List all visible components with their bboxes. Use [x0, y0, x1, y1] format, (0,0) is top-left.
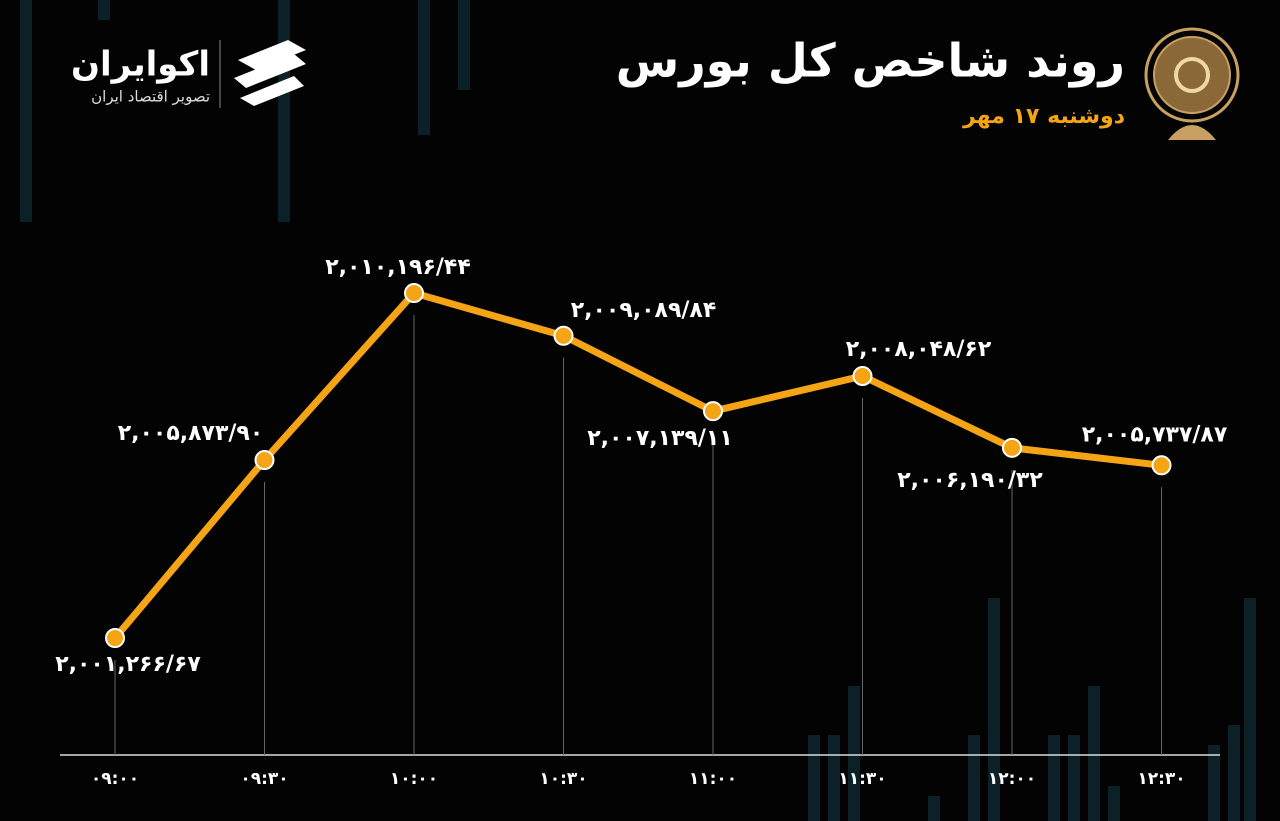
chart-subtitle: دوشنبه ۱۷ مهر — [962, 104, 1125, 129]
x-tick-label: ۱۰:۰۰ — [390, 769, 438, 789]
x-tick-label: ۱۲:۰۰ — [988, 769, 1036, 789]
value-label: ۲,۰۰۱,۲۶۶/۶۷ — [55, 652, 201, 677]
point — [105, 628, 125, 649]
brand-name: اکوایران — [71, 45, 210, 85]
x-tick-label: ۱۲:۳۰ — [1137, 769, 1185, 789]
point — [1002, 437, 1022, 458]
background-decoration — [20, 0, 1256, 821]
x-tick-label: ۰۹:۰۰ — [91, 769, 139, 789]
value-label: ۲,۰۱۰,۱۹۶/۴۴ — [325, 255, 471, 280]
value-label: ۲,۰۰۶,۱۹۰/۳۲ — [897, 468, 1043, 493]
value-label: ۲,۰۰۷,۱۳۹/۱۱ — [587, 426, 733, 451]
exchange-emblem — [1144, 27, 1240, 140]
point — [254, 450, 275, 471]
value-label: ۲,۰۰۵,۷۳۷/۸۷ — [1082, 422, 1228, 447]
brand-logo: اکوایران تصویر اقتصاد ایران — [71, 40, 306, 108]
point — [553, 325, 574, 346]
chart-title: روند شاخص کل بورس — [616, 34, 1125, 88]
point — [1151, 455, 1172, 476]
line — [112, 289, 1162, 641]
point — [852, 366, 873, 387]
x-tick-label: ۱۱:۰۰ — [689, 769, 737, 789]
x-tick-label: ۱۰:۳۰ — [539, 769, 587, 789]
brand-tagline: تصویر اقتصاد ایران — [91, 88, 210, 106]
value-label: ۲,۰۰۸,۰۴۸/۶۲ — [846, 337, 992, 362]
point — [703, 401, 723, 422]
x-tick-label: ۰۹:۳۰ — [240, 769, 288, 789]
value-label: ۲,۰۰۹,۰۸۹/۸۴ — [571, 298, 717, 323]
value-label: ۲,۰۰۵,۸۷۳/۹۰ — [118, 421, 264, 446]
point — [404, 283, 424, 304]
x-tick-label: ۱۱:۳۰ — [838, 769, 886, 789]
